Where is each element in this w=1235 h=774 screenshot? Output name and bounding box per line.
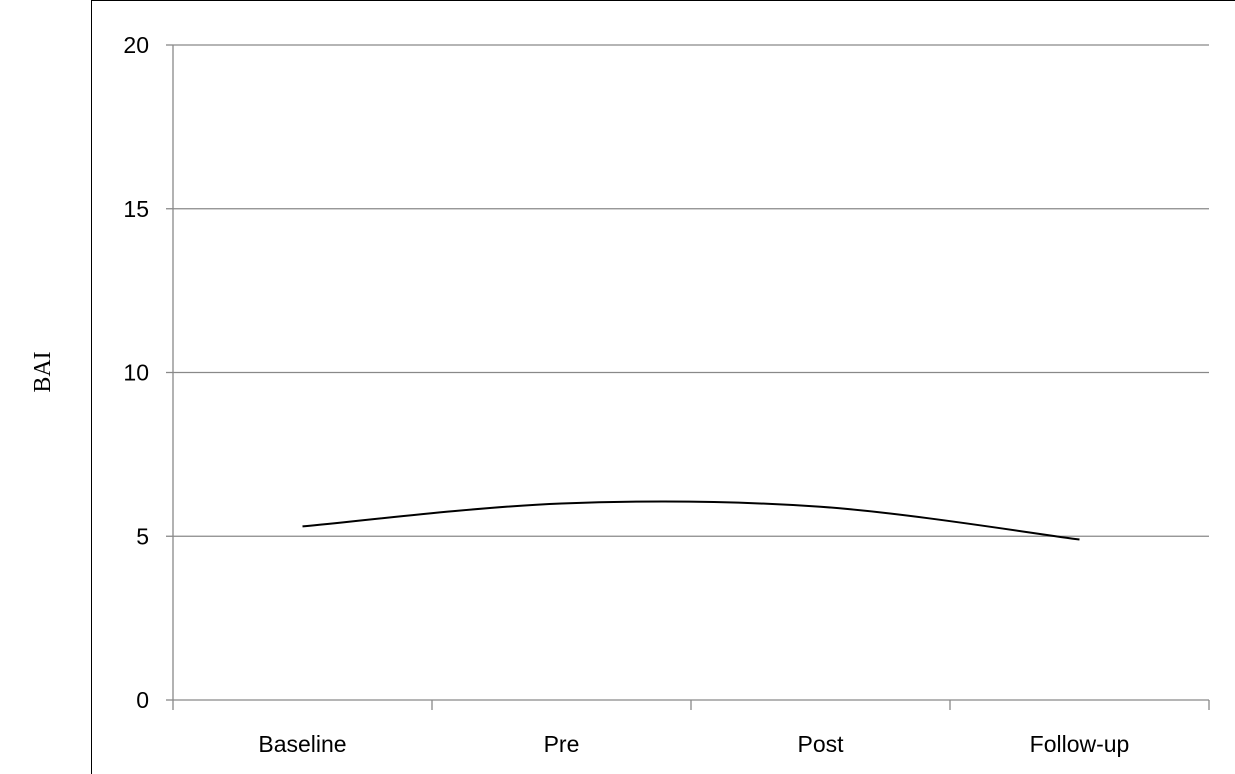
y-tick-label: 15 [123,196,149,222]
gridlines [173,44,1209,537]
y-tick-label: 10 [123,360,149,386]
x-tick-label: Baseline [258,731,346,757]
y-tick-label: 20 [123,32,149,58]
y-tick-labels: 0 5 10 15 20 [123,32,149,713]
x-tick-labels: Baseline Pre Post Follow-up [258,731,1129,757]
series-lines [302,500,1080,541]
axes [166,44,1210,710]
series-line [302,500,1080,541]
x-tick-label: Pre [544,731,580,757]
y-axis-title: BAI [30,351,56,392]
x-tick-label: Post [797,731,844,757]
x-tick-label: Follow-up [1030,731,1130,757]
y-tick-label: 5 [136,523,149,549]
y-tick-label: 0 [136,687,149,713]
